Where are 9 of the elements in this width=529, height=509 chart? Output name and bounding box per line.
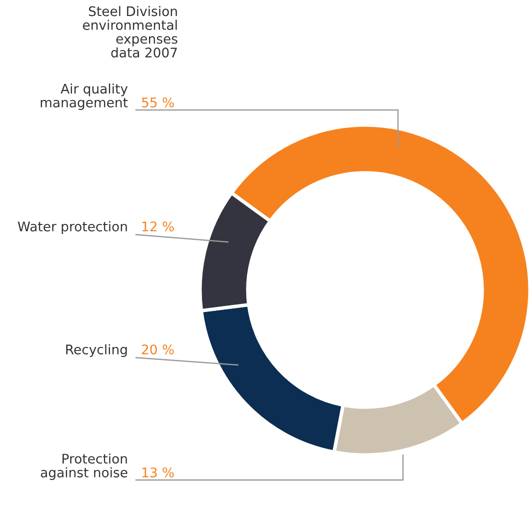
slice-label: Protection against noise	[40, 453, 128, 480]
data-label: 55 %	[142, 97, 174, 108]
data-label: 13 %	[142, 467, 174, 478]
chart-title: Steel Division environmental expenses data 2007	[82, 6, 178, 58]
data-label: 20 %	[142, 344, 174, 354]
slice-label: Water protection	[18, 221, 127, 234]
slice-label: Recycling	[66, 344, 127, 357]
slice-label: Air quality management	[40, 83, 128, 110]
data-label: 12 %	[142, 221, 174, 232]
